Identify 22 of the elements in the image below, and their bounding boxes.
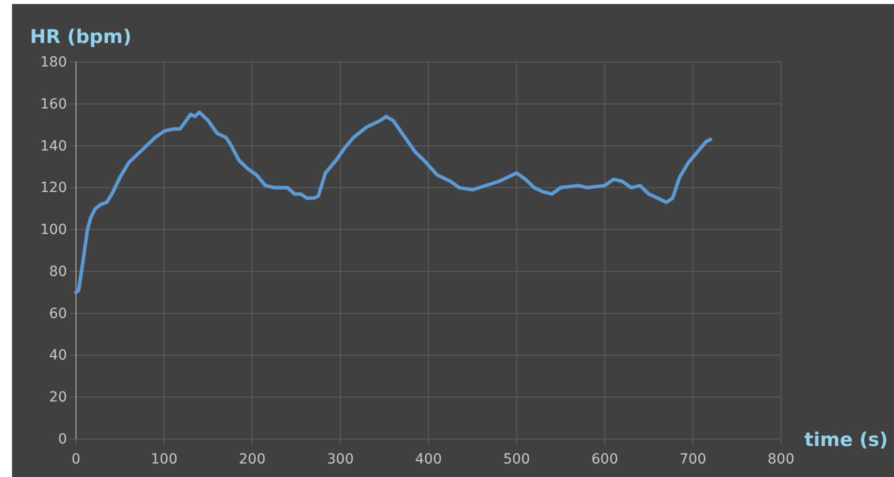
line-series [74,110,712,294]
y-tick-label: 80 [49,264,67,280]
y-tick-label: 20 [49,390,67,406]
y-tick-label: 120 [40,180,67,196]
y-tick-label: 140 [40,138,67,154]
y-tick-label: 60 [49,306,67,322]
y-axis-title: HR (bpm) [30,26,132,48]
x-tick-label: 800 [768,451,794,468]
x-tick-label: 400 [415,451,442,468]
x-tick-label: 600 [591,451,618,468]
x-tick-label: 100 [150,451,178,468]
x-tick-label: 500 [503,451,530,468]
x-tick-label: 200 [238,451,266,468]
x-tick-label: 300 [327,451,354,468]
y-tick-label: 180 [40,54,67,70]
y-tick-label: 100 [40,222,67,238]
x-tick-label: 0 [72,451,80,468]
x-tick-label: 700 [680,451,706,468]
x-axis-title: time (s) [804,429,888,451]
y-tick-label: 40 [49,348,67,364]
y-tick-label: 160 [40,96,67,112]
y-tick-label: 0 [58,431,67,448]
